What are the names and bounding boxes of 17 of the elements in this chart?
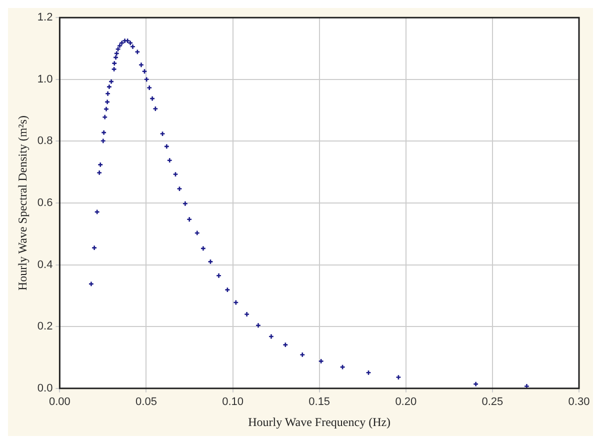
y-tick-label: 1.0	[37, 73, 53, 86]
y-tick-label: 0.0	[37, 382, 53, 394]
x-tick-label: 0.15	[308, 396, 330, 408]
x-tick-label: 0.20	[395, 396, 417, 408]
y-axis-title: Hourly Wave Spectral Density (m²s)	[15, 115, 30, 291]
y-tick-label: 0.4	[37, 258, 53, 271]
y-tick-label: 0.6	[37, 197, 53, 210]
x-tick-label: 0.30	[568, 396, 590, 408]
x-tick-label: 0.25	[482, 396, 504, 408]
x-axis-title: Hourly Wave Frequency (Hz)	[248, 414, 391, 429]
x-tick-label: 0.10	[222, 396, 244, 408]
y-tick-label: 1.2	[37, 12, 53, 24]
point	[100, 138, 106, 144]
x-tick-label: 0.00	[48, 396, 70, 408]
x-tick-label: 0.05	[136, 396, 157, 408]
y-tick-label: 0.2	[37, 320, 53, 333]
y-tick-label: 0.8	[37, 135, 53, 148]
